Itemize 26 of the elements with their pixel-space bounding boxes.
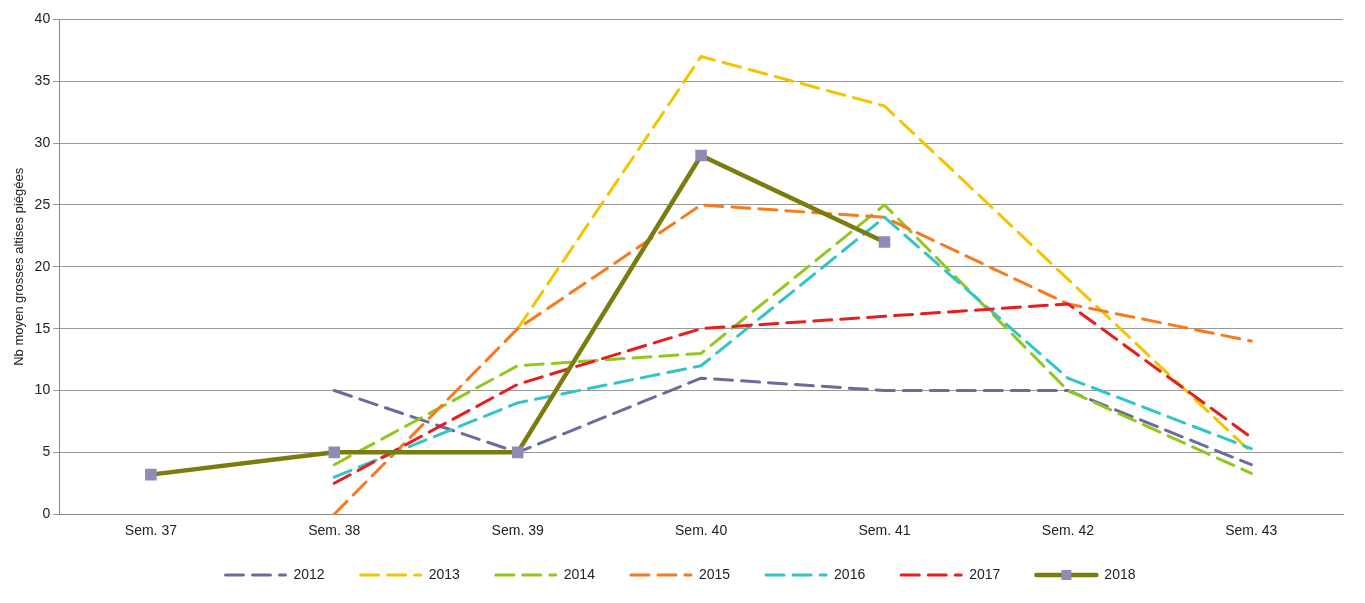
x-tick-label: Sem. 37 (124, 522, 178, 539)
legend-label: 2015 (698, 565, 731, 582)
x-tick-label: Sem. 41 (858, 522, 911, 539)
line-series (332, 376, 1253, 467)
x-tick-label: Sem. 42 (1041, 522, 1095, 539)
legend-label: 2018 (1104, 565, 1136, 582)
point (511, 446, 524, 459)
x-tick-label: Sem. 40 (675, 522, 728, 539)
x-tick-label: Sem. 43 (1225, 522, 1278, 539)
legend-label: 2014 (563, 565, 596, 582)
legend-label: 2013 (428, 565, 460, 582)
y-tick-label: 10 (34, 381, 51, 398)
x-tick-label: Sem. 39 (491, 522, 544, 539)
y-tick-label: 0 (42, 505, 51, 522)
y-axis-title: Nb moyen grosses altises piégées (11, 167, 27, 366)
y-tick-label: 35 (34, 72, 51, 89)
legend-label: 2016 (834, 565, 866, 582)
legend-label: 2012 (293, 565, 325, 582)
y-tick-label: 40 (34, 10, 51, 27)
legend-label: 2017 (969, 565, 1001, 582)
y-tick-label: 15 (34, 319, 51, 336)
y-tick-label: 5 (42, 443, 51, 460)
x-tick-label: Sem. 38 (308, 522, 361, 539)
y-tick-label: 25 (34, 195, 51, 212)
y-tick-label: 20 (34, 257, 51, 274)
y-tick-label: 30 (34, 133, 51, 150)
